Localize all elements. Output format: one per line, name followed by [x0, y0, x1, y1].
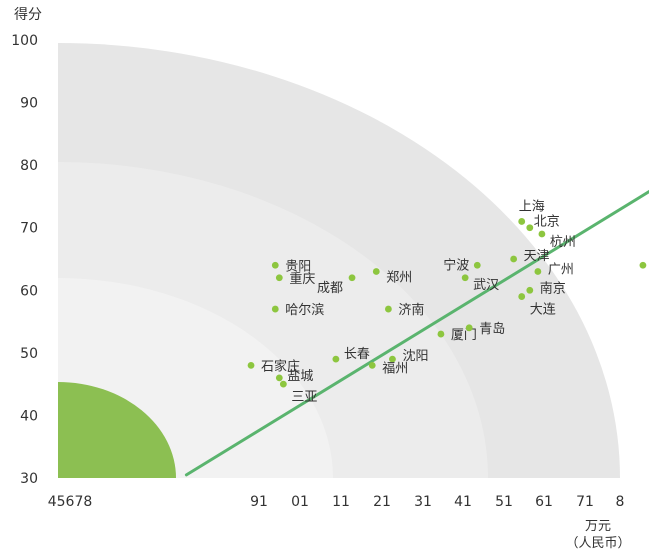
point-label: 北京 [534, 215, 560, 230]
point-label: 广州 [548, 263, 574, 278]
point-label: 贵阳 [285, 259, 311, 274]
point-label: 厦门 [451, 328, 477, 343]
data-point [247, 361, 255, 369]
y-tick-label: 90 [20, 96, 38, 112]
x-axis-label-line2: （人民币） [565, 536, 630, 551]
data-point [389, 355, 396, 363]
point-label: 沈阳 [402, 349, 428, 364]
point-label: 南京 [540, 280, 566, 296]
point-label: 盐城 [287, 369, 313, 384]
data-point [518, 293, 526, 300]
point-label: 上海 [519, 199, 545, 214]
point-label: 大连 [530, 302, 556, 318]
point-label: 天津 [524, 249, 550, 264]
data-point [437, 330, 445, 338]
points-layer: 深圳上海北京杭州苏州贵阳重庆宁波天津武汉广州南京大连郑州成都哈尔滨济南厦门青岛长… [247, 199, 647, 405]
point-label: 杭州 [550, 235, 576, 250]
point-label: 福州 [382, 361, 408, 376]
y-axis-ticks: 30 40 50 60 70 80 90 100 [11, 33, 38, 487]
data-point [526, 286, 534, 294]
data-point [279, 380, 287, 388]
data-point [639, 261, 647, 269]
x-tick-label: 11 [332, 494, 350, 510]
data-point [461, 274, 469, 282]
data-point [275, 374, 283, 382]
x-axis-label-line1: 万元 [585, 519, 611, 534]
data-point [368, 361, 376, 369]
data-point [473, 261, 481, 269]
data-point [534, 268, 542, 275]
y-tick-label: 80 [20, 158, 38, 174]
x-tick-label: 71 [576, 494, 594, 510]
point-label: 郑州 [386, 271, 412, 286]
data-point [526, 224, 534, 232]
point-label: 宁波 [443, 257, 469, 273]
x-tick-label: 41 [454, 494, 472, 510]
y-tick-label: 30 [20, 471, 38, 487]
point-label: 武汉 [473, 278, 499, 293]
point-label: 重庆 [289, 271, 315, 287]
x-tick-label: 21 [373, 494, 391, 510]
data-point [332, 355, 340, 363]
data-point [510, 255, 518, 263]
y-tick-label: 70 [20, 221, 38, 237]
x-tick-label: 8 [616, 494, 625, 510]
data-point [275, 274, 283, 282]
trendline-layer [184, 189, 649, 477]
data-point [271, 261, 279, 269]
x-axis-ticks: 45678 91 01 11 21 31 41 51 61 71 8 [48, 494, 625, 510]
y-tick-label: 50 [20, 346, 38, 362]
y-tick-label: 100 [11, 33, 38, 49]
point-label: 石家庄 [261, 358, 300, 374]
data-point [538, 230, 546, 238]
point-label: 济南 [398, 302, 424, 318]
point-label: 三亚 [291, 390, 317, 405]
data-point [372, 268, 380, 275]
data-point [271, 305, 279, 313]
data-point [385, 305, 392, 313]
data-point [518, 218, 526, 225]
x-tick-label: 61 [535, 494, 553, 510]
core-quarter-circle [58, 382, 176, 478]
background-bands [58, 43, 620, 478]
point-label: 成都 [317, 281, 343, 296]
x-tick-label: 91 [250, 494, 268, 510]
y-tick-label: 40 [20, 408, 38, 424]
x-tick-label: 01 [291, 494, 309, 510]
trendline [184, 189, 649, 477]
point-label: 哈尔滨 [285, 302, 324, 318]
point-label: 青岛 [479, 321, 505, 337]
x-tick-label: 31 [414, 494, 432, 510]
point-label: 长春 [344, 347, 370, 362]
x-tick-label: 51 [495, 494, 513, 510]
data-point [348, 274, 356, 282]
x-tick-label: 45678 [48, 494, 93, 510]
y-axis-label: 得分 [14, 6, 42, 23]
data-point [465, 324, 473, 332]
y-tick-label: 60 [20, 283, 38, 299]
